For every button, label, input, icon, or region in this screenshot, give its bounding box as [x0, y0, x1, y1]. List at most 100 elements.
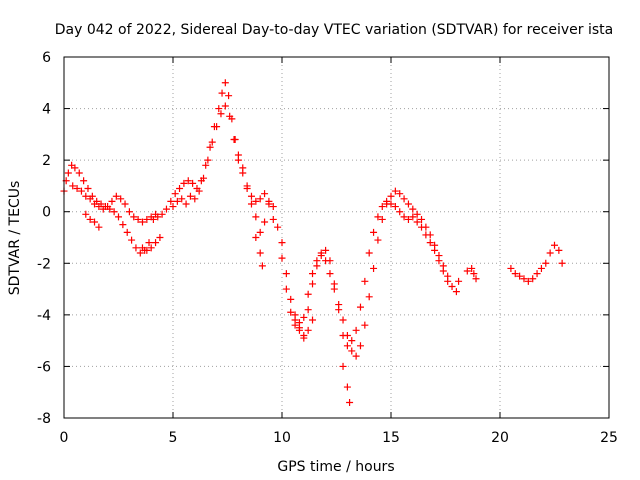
data-point — [213, 123, 221, 131]
data-point — [352, 352, 360, 360]
data-point — [295, 324, 303, 332]
data-point — [274, 223, 282, 231]
data-point — [200, 174, 208, 182]
data-point — [91, 218, 99, 226]
data-point — [422, 231, 430, 239]
data-point — [269, 215, 277, 223]
data-point — [143, 246, 151, 254]
data-point — [152, 210, 160, 218]
data-point — [396, 190, 404, 198]
data-point — [252, 234, 260, 241]
data-point — [391, 203, 399, 211]
x-tick-label: 25 — [600, 430, 618, 446]
data-point — [180, 179, 188, 187]
x-tick-label: 10 — [273, 430, 291, 446]
data-point — [191, 195, 199, 203]
data-point — [104, 203, 112, 211]
data-point — [158, 210, 166, 218]
x-tick-label: 15 — [382, 430, 400, 446]
data-point — [413, 210, 421, 218]
data-point — [71, 164, 79, 172]
data-point — [121, 200, 129, 208]
data-point — [145, 239, 153, 247]
data-point — [370, 228, 378, 236]
data-point — [555, 246, 563, 254]
y-axis-label: SDTVAR / TECUs — [7, 181, 23, 296]
data-point — [247, 192, 255, 200]
data-point — [147, 213, 155, 221]
data-point — [182, 200, 190, 208]
data-point — [309, 280, 317, 288]
data-point — [204, 156, 212, 164]
data-point — [82, 192, 90, 200]
series-ista-secondary — [69, 102, 452, 350]
data-point — [542, 259, 550, 267]
data-point — [239, 169, 247, 177]
data-point — [304, 326, 312, 334]
data-point — [335, 306, 343, 314]
data-point — [278, 254, 286, 262]
data-point — [77, 187, 85, 195]
data-point — [147, 244, 155, 252]
data-point — [132, 244, 140, 252]
data-point — [226, 112, 234, 120]
data-point — [69, 182, 77, 190]
data-point — [431, 246, 439, 254]
data-point — [326, 257, 334, 265]
data-point — [291, 316, 299, 324]
data-point — [202, 161, 210, 169]
data-point — [225, 92, 233, 100]
data-point — [282, 285, 290, 293]
data-point — [218, 89, 226, 97]
data-point — [138, 218, 146, 226]
data-point — [152, 239, 160, 247]
data-point — [261, 190, 269, 198]
data-point — [343, 383, 351, 391]
data-point — [169, 203, 177, 211]
data-point — [418, 215, 426, 223]
data-point — [256, 228, 264, 236]
data-point — [524, 277, 532, 285]
data-point — [409, 205, 417, 213]
data-point — [374, 236, 382, 244]
y-tick-label: 2 — [42, 153, 51, 169]
y-tick-label: 0 — [42, 205, 51, 221]
data-point — [472, 275, 480, 283]
data-point — [80, 177, 88, 185]
data-point — [95, 203, 103, 211]
data-point — [215, 105, 223, 113]
data-point — [130, 213, 138, 221]
data-point — [313, 262, 321, 270]
data-point — [230, 136, 238, 144]
data-point — [370, 264, 378, 272]
data-point — [400, 195, 408, 203]
data-point — [282, 270, 290, 278]
data-point — [110, 208, 118, 216]
data-point — [378, 203, 386, 211]
data-point — [265, 200, 273, 208]
data-point — [444, 277, 452, 285]
data-point — [520, 275, 528, 283]
data-point — [511, 270, 519, 278]
data-point — [300, 334, 308, 342]
data-point — [300, 313, 308, 321]
data-point — [221, 79, 229, 87]
data-point — [322, 246, 330, 254]
data-point — [516, 272, 524, 280]
data-point — [84, 185, 92, 193]
data-point — [439, 267, 447, 275]
data-point — [356, 303, 364, 311]
data-point — [326, 270, 334, 278]
data-point — [287, 308, 295, 316]
data-point — [73, 185, 81, 193]
data-point — [317, 249, 325, 257]
data-point — [365, 249, 373, 257]
data-point — [391, 187, 399, 195]
data-point — [309, 316, 317, 324]
data-point — [91, 200, 99, 208]
data-point — [413, 218, 421, 226]
data-point — [261, 218, 269, 226]
data-point — [339, 316, 347, 324]
data-point — [75, 169, 83, 177]
data-point — [119, 221, 127, 229]
